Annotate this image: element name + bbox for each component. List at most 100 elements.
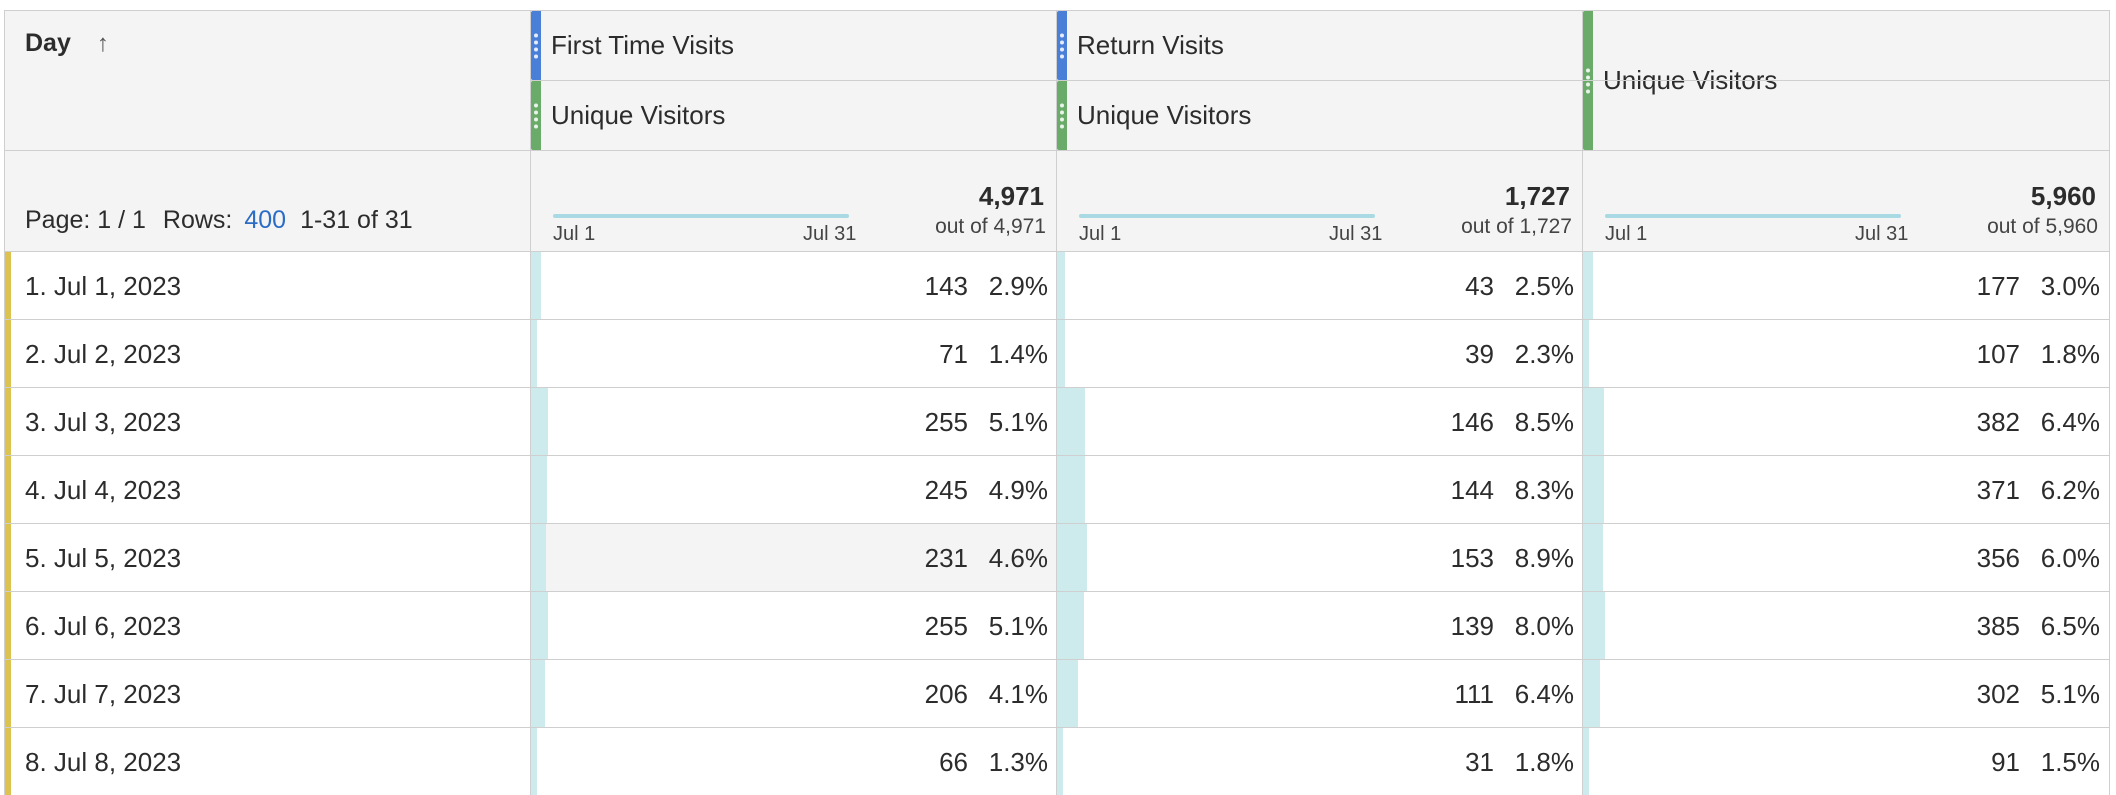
metric-drag-handle[interactable] — [531, 81, 541, 150]
cell-value[interactable]: 382 — [1976, 407, 2020, 437]
cell-percent: 4.9% — [988, 475, 1048, 505]
cell-value[interactable]: 245 — [924, 475, 968, 505]
cell-value[interactable]: 255 — [924, 611, 968, 641]
metric-header[interactable]: Unique Visitors — [531, 81, 1056, 150]
segment-drag-handle[interactable] — [1057, 11, 1067, 80]
cell-percent: 8.0% — [1514, 611, 1574, 641]
percent-bar — [1583, 456, 1604, 523]
cell-value[interactable]: 302 — [1976, 679, 2020, 709]
percent-bar — [531, 524, 546, 591]
cell-value[interactable]: 177 — [1976, 271, 2020, 301]
page-label: Page: 1 / 1 — [25, 206, 146, 234]
table-row[interactable]: 6. Jul 6, 2023 255 5.1% 139 8.0% 385 6.5% — [5, 592, 2109, 660]
cell-percent: 2.5% — [1514, 271, 1574, 301]
percent-bar — [1583, 592, 1605, 659]
cell-percent: 8.3% — [1514, 475, 1574, 505]
sparkline-end-label: Jul 31 — [1329, 223, 1383, 245]
table-row[interactable]: 8. Jul 8, 2023 66 1.3% 31 1.8% 91 1.5% — [5, 728, 2109, 795]
cell-value[interactable]: 385 — [1976, 611, 2020, 641]
arrow-up-icon[interactable]: ↑ — [96, 29, 109, 57]
sparkline[interactable] — [553, 214, 849, 218]
cell-value[interactable]: 371 — [1976, 475, 2020, 505]
cell-value[interactable]: 111 — [1454, 679, 1494, 709]
table-row[interactable]: 4. Jul 4, 2023 245 4.9% 144 8.3% 371 6.2% — [5, 456, 2109, 524]
cell-value[interactable]: 146 — [1450, 407, 1494, 437]
column-out-of: out of 5,960 — [1987, 215, 2098, 238]
header-divider — [5, 251, 2109, 252]
row-day-label[interactable]: 8. Jul 8, 2023 — [25, 747, 182, 777]
sparkline-start-label: Jul 1 — [553, 223, 596, 245]
range-label: 1-31 of 31 — [300, 206, 413, 234]
metric-header[interactable]: Unique Visitors — [1057, 81, 1582, 150]
sparkline[interactable] — [1605, 214, 1901, 218]
rows-per-page-link[interactable]: 400 — [244, 206, 287, 234]
percent-bar — [531, 592, 548, 659]
column-divider — [530, 11, 531, 795]
cell-value[interactable]: 39 — [1465, 339, 1494, 369]
cell-value[interactable]: 143 — [924, 271, 968, 301]
column-total: 1,727 — [1504, 181, 1570, 211]
pagination: Page: 1 / 1 Rows: 400 1-31 of 31 — [25, 206, 413, 235]
cell-value[interactable]: 153 — [1450, 543, 1494, 573]
metric-drag-handle[interactable] — [1057, 81, 1067, 150]
percent-bar — [1583, 728, 1589, 795]
cell-value[interactable]: 66 — [939, 747, 968, 777]
segment-title: First Time Visits — [551, 30, 734, 60]
dimension-title[interactable]: Day ↑ — [25, 29, 109, 57]
cell-percent: 6.4% — [1514, 679, 1574, 709]
cell-value[interactable]: 43 — [1465, 271, 1494, 301]
row-day-label[interactable]: 4. Jul 4, 2023 — [25, 475, 182, 505]
row-day-label[interactable]: 3. Jul 3, 2023 — [25, 407, 182, 437]
segment-title: Return Visits — [1077, 30, 1224, 60]
percent-bar — [1583, 252, 1593, 319]
sparkline[interactable] — [1079, 214, 1375, 218]
row-day-label[interactable]: 1. Jul 1, 2023 — [25, 271, 182, 301]
cell-value[interactable]: 71 — [939, 339, 968, 369]
percent-bar — [1057, 320, 1065, 387]
table-row[interactable]: 5. Jul 5, 2023 231 4.6% 153 8.9% 356 6.0% — [5, 524, 2109, 592]
segment-header[interactable]: Return Visits — [1057, 11, 1582, 80]
freeform-table: First Time Visits Unique Visitors Return… — [4, 10, 2110, 795]
cell-percent: 3.0% — [2040, 271, 2100, 301]
column-out-of: out of 4,971 — [935, 215, 1046, 238]
cell-value[interactable]: 91 — [1991, 747, 2020, 777]
percent-bar — [1583, 388, 1604, 455]
cell-percent: 1.3% — [988, 747, 1048, 777]
cell-percent: 1.8% — [1514, 747, 1574, 777]
cell-percent: 1.8% — [2040, 339, 2100, 369]
cell-value[interactable]: 231 — [924, 543, 968, 573]
table-row[interactable]: 3. Jul 3, 2023 255 5.1% 146 8.5% 382 6.4% — [5, 388, 2109, 456]
cell-value[interactable]: 255 — [924, 407, 968, 437]
segment-drag-handle[interactable] — [531, 11, 541, 80]
percent-bar — [531, 660, 545, 727]
cell-value[interactable]: 206 — [924, 679, 968, 709]
row-marker — [5, 388, 11, 456]
table-row[interactable]: 2. Jul 2, 2023 71 1.4% 39 2.3% 107 1.8% — [5, 320, 2109, 388]
sparkline-end-label: Jul 31 — [1855, 223, 1909, 245]
cell-value[interactable]: 356 — [1976, 543, 2020, 573]
cell-value[interactable]: 144 — [1450, 475, 1494, 505]
column-total: 5,960 — [2030, 181, 2096, 211]
cell-value[interactable]: 139 — [1450, 611, 1494, 641]
segment-header[interactable]: First Time Visits — [531, 11, 1056, 80]
cell-value[interactable]: 31 — [1465, 747, 1494, 777]
cell-percent: 4.6% — [988, 543, 1048, 573]
row-day-label[interactable]: 5. Jul 5, 2023 — [25, 543, 182, 573]
cell-percent: 6.0% — [2040, 543, 2100, 573]
percent-bar — [1057, 728, 1063, 795]
row-day-label[interactable]: 6. Jul 6, 2023 — [25, 611, 182, 641]
row-divider — [5, 727, 2109, 728]
cell-percent: 5.1% — [988, 611, 1048, 641]
cell-percent: 6.2% — [2040, 475, 2100, 505]
column-divider — [1056, 11, 1057, 795]
row-day-label[interactable]: 2. Jul 2, 2023 — [25, 339, 182, 369]
row-day-label[interactable]: 7. Jul 7, 2023 — [25, 679, 182, 709]
table-row[interactable]: 7. Jul 7, 2023 206 4.1% 111 6.4% 302 5.1% — [5, 660, 2109, 728]
row-divider — [5, 591, 2109, 592]
percent-bar — [1057, 524, 1087, 591]
cell-value[interactable]: 107 — [1976, 339, 2020, 369]
cell-hover-highlight — [531, 524, 1056, 591]
percent-bar — [1057, 388, 1085, 455]
table-row[interactable]: 1. Jul 1, 2023 143 2.9% 43 2.5% 177 3.0% — [5, 252, 2109, 320]
percent-bar — [1057, 592, 1084, 659]
